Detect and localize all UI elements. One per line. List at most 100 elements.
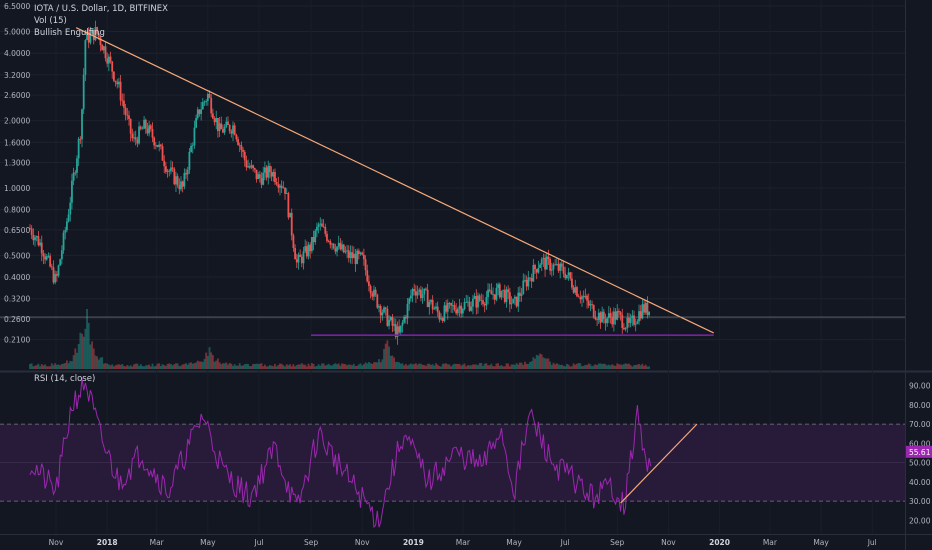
- candle-body: [413, 289, 416, 292]
- candle-body: [87, 32, 90, 43]
- candle-body: [602, 311, 605, 320]
- volume-bar: [109, 365, 112, 369]
- pattern-indicator-label[interactable]: Bullish Engulfing: [34, 28, 105, 38]
- volume-bar: [265, 366, 268, 369]
- time-tick-label: Jul: [867, 538, 877, 547]
- candle-body: [594, 317, 597, 320]
- candle-body: [99, 37, 102, 46]
- candle-body: [112, 71, 115, 81]
- candle-body: [329, 241, 332, 245]
- candle-body: [616, 311, 619, 320]
- volume-bar: [210, 352, 213, 369]
- volume-bar: [166, 363, 169, 369]
- volume-bar: [386, 340, 389, 369]
- candle-body: [321, 223, 323, 227]
- candle-body: [446, 302, 449, 312]
- volume-bar: [631, 366, 634, 369]
- volume-bar: [106, 363, 109, 369]
- candle-body: [381, 312, 384, 316]
- time-tick-label: 2019: [403, 538, 424, 547]
- volume-bar: [584, 364, 587, 369]
- candle-body: [440, 318, 442, 320]
- volume-bar: [92, 348, 95, 369]
- volume-bar: [394, 362, 397, 369]
- candle-body: [237, 139, 239, 145]
- price-tick-label: 0.2100: [4, 336, 30, 345]
- volume-bar: [76, 352, 78, 369]
- candle-body: [191, 145, 194, 147]
- candle-body: [374, 289, 377, 295]
- candle-body: [107, 56, 110, 64]
- price-tick-label: 6.5000: [4, 2, 30, 11]
- volume-bar: [621, 364, 624, 369]
- volume-bar: [339, 365, 342, 369]
- candle-body: [319, 223, 322, 225]
- volume-bar: [399, 363, 402, 369]
- candle-body: [230, 131, 233, 134]
- volume-bar: [547, 358, 550, 369]
- volume-bar: [467, 365, 469, 369]
- symbol-title[interactable]: IOTA / U.S. Dollar, 1D, BITFINEX: [34, 4, 168, 14]
- volume-bar: [612, 365, 615, 369]
- candle-body: [614, 311, 617, 320]
- candle-body: [322, 226, 325, 228]
- volume-bar: [82, 336, 85, 369]
- candle-body: [393, 324, 395, 326]
- candle-body: [552, 264, 555, 270]
- volume-bar: [539, 353, 541, 369]
- volume-indicator-label[interactable]: Vol (15): [34, 16, 67, 26]
- volume-bar: [519, 362, 521, 369]
- rsi-last-value: 55.61: [909, 448, 931, 457]
- volume-bar: [433, 365, 436, 369]
- volume-bar: [559, 364, 562, 369]
- volume-bar: [64, 363, 67, 369]
- volume-bar: [295, 365, 298, 369]
- time-tick-label: May: [200, 538, 216, 547]
- rsi-axis[interactable]: 90.00 80.00 70.00 60.00 50.00 40.00 30.00 20.00…: [906, 382, 932, 526]
- volume-bar: [136, 363, 139, 369]
- volume-bar: [112, 366, 115, 369]
- price-pane[interactable]: [0, 0, 905, 370]
- candle-body: [250, 165, 253, 168]
- candle-body: [161, 146, 164, 161]
- candle-body: [136, 139, 139, 144]
- candle-body: [178, 185, 181, 190]
- volume-bar: [371, 363, 374, 369]
- volume-bar: [445, 363, 447, 369]
- volume-bar: [312, 363, 315, 369]
- volume-bar: [623, 364, 625, 369]
- time-axis[interactable]: Nov 2018 Mar May Jul Sep Nov 2019 Mar May Jul Sep No…: [49, 538, 877, 547]
- volume-bar: [592, 365, 595, 369]
- volume-bar: [327, 363, 330, 369]
- volume-bar: [302, 364, 305, 369]
- price-axis[interactable]: 6.5000 5.0000 4.0000 3.2000 2.6000 2.0000 1.60…: [4, 2, 30, 345]
- candle-body: [253, 168, 256, 170]
- candle-body: [398, 326, 401, 333]
- volume-bar: [535, 354, 538, 369]
- candle-body: [307, 244, 310, 257]
- candle-body: [67, 214, 70, 222]
- candle-body: [532, 264, 535, 282]
- volume-bar: [30, 363, 33, 369]
- volume-bar: [305, 366, 308, 369]
- candle-body: [401, 322, 404, 326]
- candle-body: [609, 313, 612, 318]
- volume-bar: [208, 347, 211, 369]
- candle-body: [487, 289, 489, 298]
- candle-body: [104, 46, 107, 59]
- time-tick-label: Nov: [661, 538, 676, 547]
- drawing-overlays[interactable]: [0, 27, 905, 336]
- volume-bar: [151, 363, 154, 369]
- rsi-indicator-label[interactable]: RSI (14, close): [34, 374, 96, 384]
- candle-body: [183, 172, 186, 187]
- volume-bar: [94, 355, 97, 369]
- candle-body: [643, 304, 645, 313]
- volume-bar: [111, 364, 114, 369]
- volume-bar: [257, 363, 260, 369]
- volume-bar: [498, 365, 501, 369]
- volume-bar: [126, 365, 129, 369]
- candle-body: [277, 184, 280, 188]
- candle-body: [257, 174, 260, 180]
- volume-bar: [97, 359, 100, 369]
